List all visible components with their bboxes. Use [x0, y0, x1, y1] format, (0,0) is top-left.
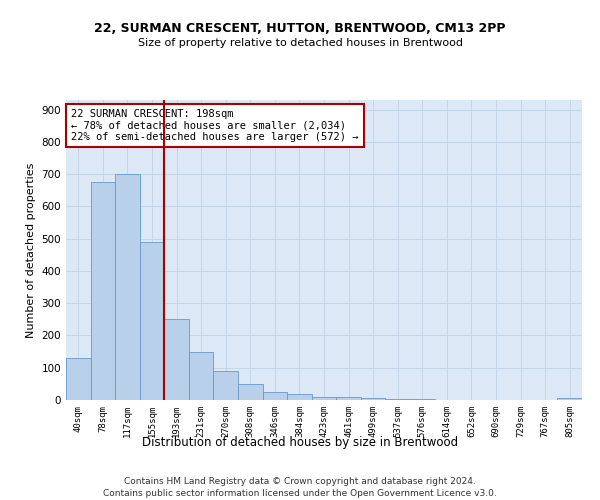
- Bar: [189, 352, 214, 400]
- Bar: [336, 398, 361, 400]
- Bar: [140, 242, 164, 400]
- Y-axis label: Number of detached properties: Number of detached properties: [26, 162, 36, 338]
- Bar: [361, 398, 385, 400]
- Text: Distribution of detached houses by size in Brentwood: Distribution of detached houses by size …: [142, 436, 458, 449]
- Text: Size of property relative to detached houses in Brentwood: Size of property relative to detached ho…: [137, 38, 463, 48]
- Bar: [385, 399, 410, 400]
- Text: Contains HM Land Registry data © Crown copyright and database right 2024.: Contains HM Land Registry data © Crown c…: [124, 478, 476, 486]
- Bar: [91, 182, 115, 400]
- Bar: [287, 394, 312, 400]
- Text: 22 SURMAN CRESCENT: 198sqm
← 78% of detached houses are smaller (2,034)
22% of s: 22 SURMAN CRESCENT: 198sqm ← 78% of deta…: [71, 109, 359, 142]
- Bar: [115, 174, 140, 400]
- Text: Contains public sector information licensed under the Open Government Licence v3: Contains public sector information licen…: [103, 489, 497, 498]
- Bar: [312, 397, 336, 400]
- Bar: [164, 318, 189, 400]
- Bar: [238, 384, 263, 400]
- Text: 22, SURMAN CRESCENT, HUTTON, BRENTWOOD, CM13 2PP: 22, SURMAN CRESCENT, HUTTON, BRENTWOOD, …: [94, 22, 506, 36]
- Bar: [214, 371, 238, 400]
- Bar: [66, 358, 91, 400]
- Bar: [263, 392, 287, 400]
- Bar: [557, 398, 582, 400]
